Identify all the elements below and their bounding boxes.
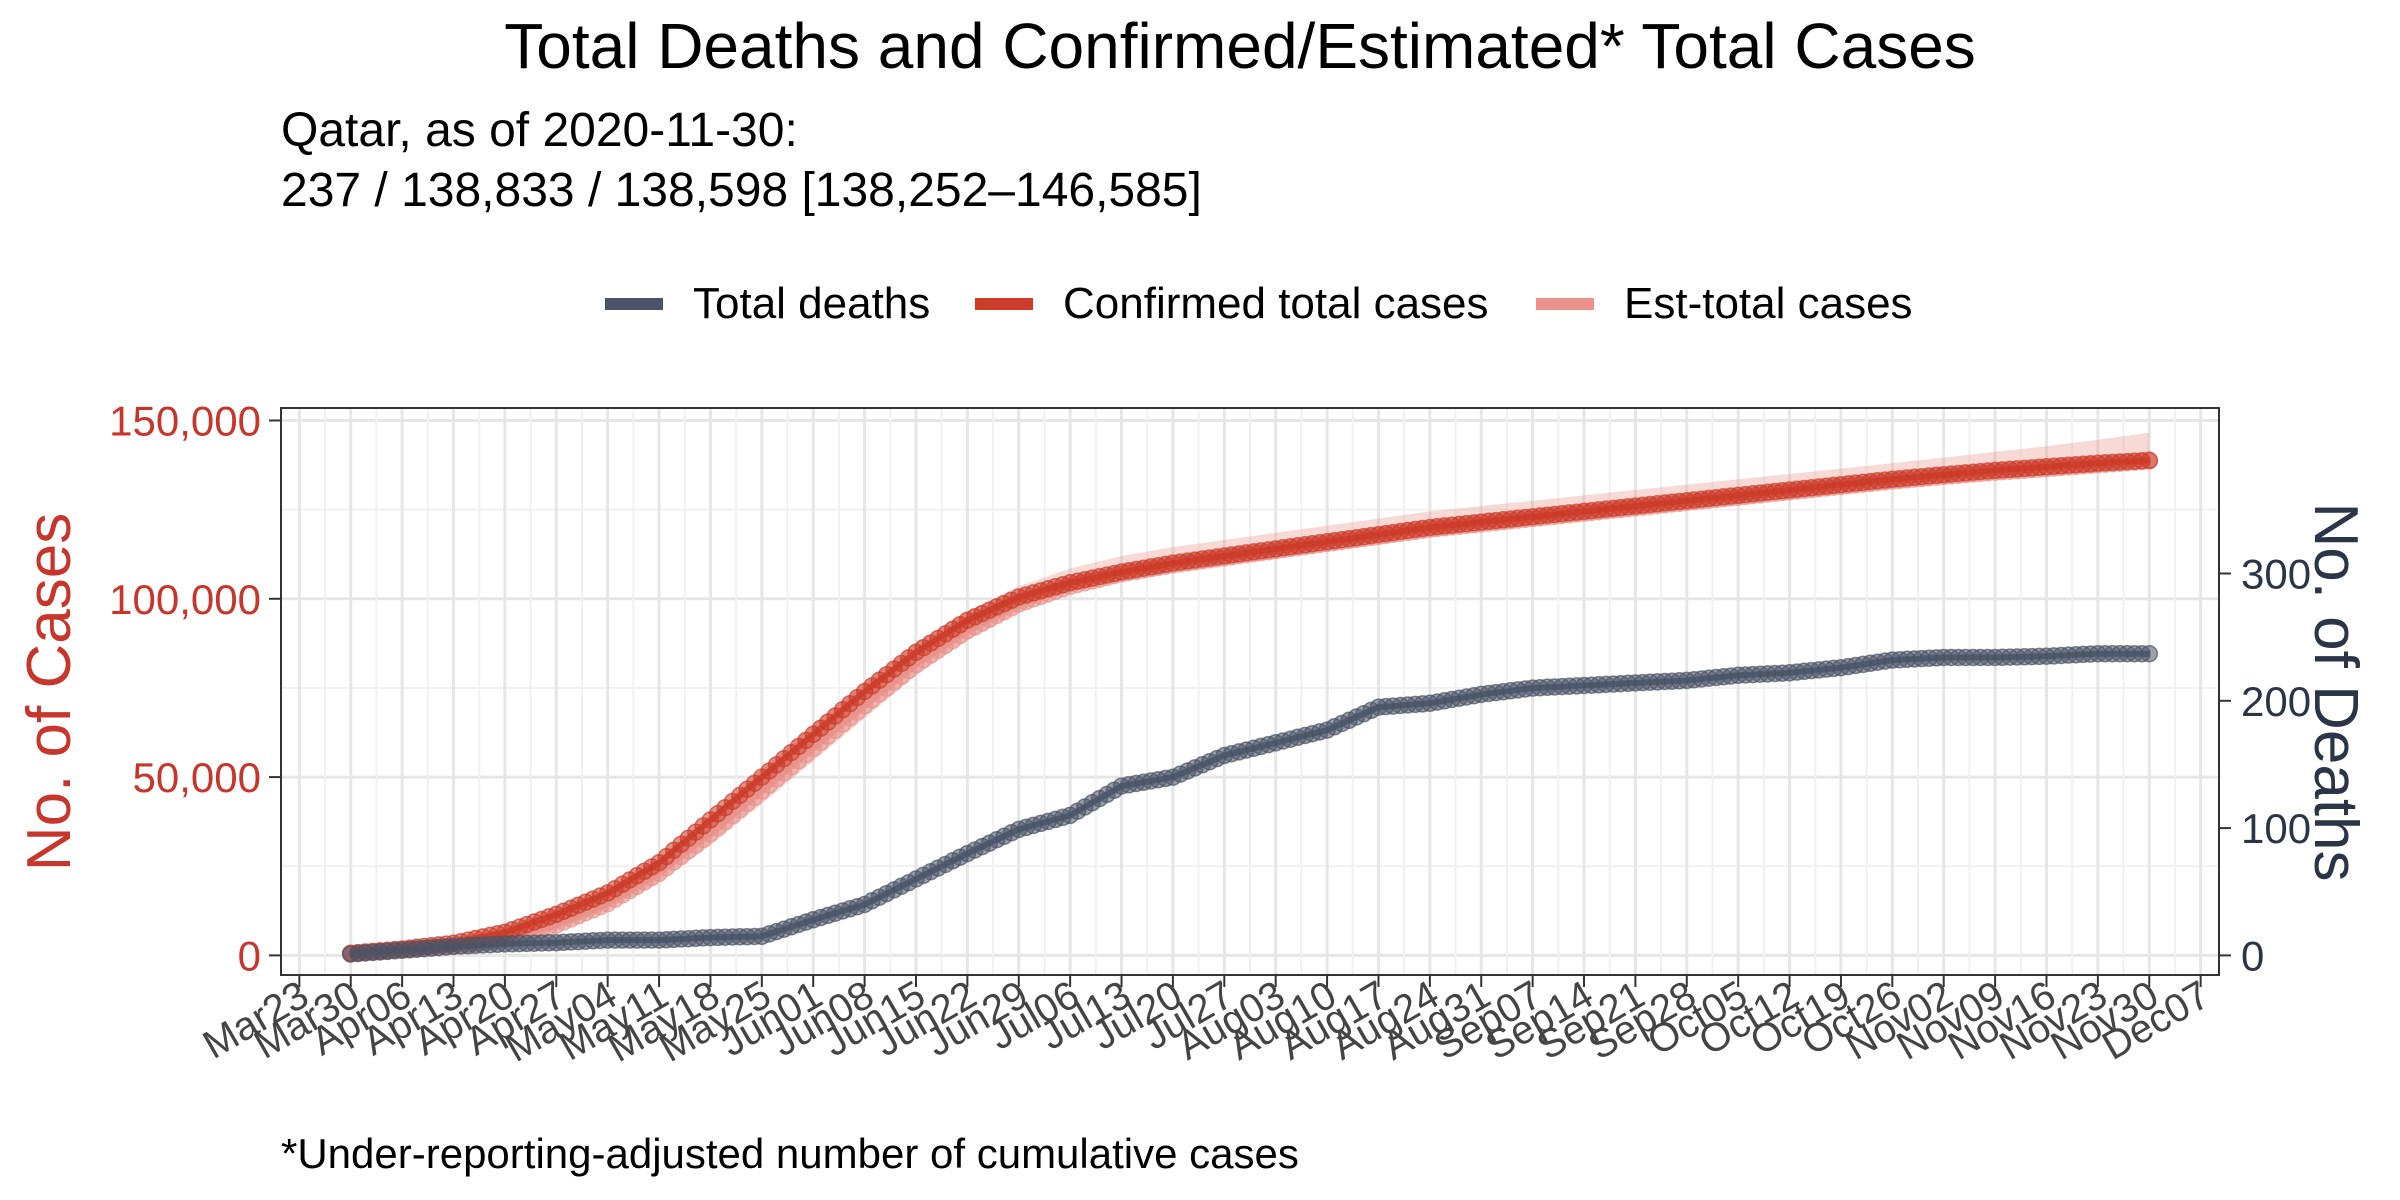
- y-right-tick-label: 100: [2241, 805, 2311, 852]
- y-axis-left: 0 50,000 100,000 150,000: [109, 397, 281, 979]
- series-total-deaths: [341, 644, 2159, 963]
- chart-caption: *Under-reporting-adjusted number of cumu…: [281, 1130, 1299, 1177]
- legend: Total deaths Confirmed total cases Est-tot…: [605, 279, 1913, 328]
- plot-area: [280, 407, 2220, 976]
- y-axis-left-label: No. of Cases: [15, 513, 84, 871]
- x-axis: Mar23Mar30Apr06Apr13Apr20Apr27May04May11…: [196, 973, 2217, 1071]
- y-right-tick-label: 200: [2241, 678, 2311, 725]
- y-left-tick-label: 0: [238, 932, 261, 979]
- est-total-cases-band: [350, 432, 2150, 954]
- plot-border: [280, 407, 2220, 976]
- legend-label: Total deaths: [693, 279, 930, 328]
- y-axis-right-label: No. of Deaths: [2301, 502, 2370, 881]
- y-left-tick-label: 50,000: [133, 754, 261, 801]
- chart-subtitle-line1: Qatar, as of 2020-11-30:: [281, 104, 798, 157]
- chart-subtitle-line2: 237 / 138,833 / 138,598 [138,252–146,585…: [281, 164, 1202, 217]
- y-right-tick-label: 300: [2241, 550, 2311, 597]
- series-confirmed-total-cases: [341, 451, 2159, 962]
- chart-title: Total Deaths and Confirmed/Estimated* To…: [504, 10, 1976, 82]
- y-right-tick-label: 0: [2241, 932, 2264, 979]
- x-tick-label: Dec07: [2095, 973, 2217, 1069]
- legend-label: Est-total cases: [1624, 279, 1913, 328]
- legend-label: Confirmed total cases: [1063, 279, 1489, 328]
- y-axis-right: 0 100 200 300: [2219, 550, 2311, 979]
- y-left-tick-label: 100,000: [109, 576, 261, 623]
- confirmed-total-cases-point: [2140, 451, 2159, 470]
- total-deaths-point: [2140, 644, 2159, 663]
- y-left-tick-label: 150,000: [109, 397, 261, 444]
